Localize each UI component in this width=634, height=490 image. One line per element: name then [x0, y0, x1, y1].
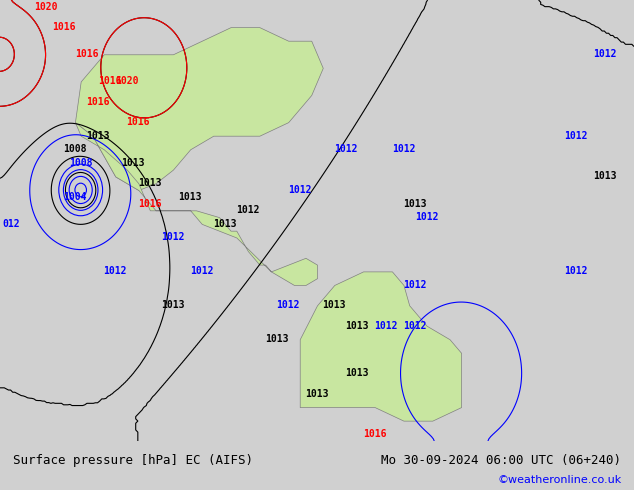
- Text: 1013: 1013: [265, 334, 288, 344]
- Text: 1012: 1012: [334, 144, 358, 154]
- Text: 1004: 1004: [63, 192, 87, 202]
- Text: 1013: 1013: [161, 300, 184, 310]
- Text: 1020: 1020: [34, 2, 58, 12]
- Text: 1012: 1012: [593, 49, 617, 59]
- Text: 1012: 1012: [161, 232, 184, 243]
- Text: 1013: 1013: [138, 178, 162, 188]
- Text: Mo 30-09-2024 06:00 UTC (06+240): Mo 30-09-2024 06:00 UTC (06+240): [381, 454, 621, 467]
- Text: 1012: 1012: [190, 267, 214, 276]
- Text: 1012: 1012: [565, 131, 588, 141]
- Text: 1013: 1013: [323, 300, 346, 310]
- Text: 1013: 1013: [346, 320, 369, 331]
- Text: 1013: 1013: [178, 192, 202, 202]
- Text: 1012: 1012: [392, 144, 415, 154]
- Text: 1013: 1013: [346, 368, 369, 378]
- Text: 1013: 1013: [403, 198, 427, 209]
- Text: 1012: 1012: [276, 300, 300, 310]
- Text: 1012: 1012: [565, 267, 588, 276]
- Text: 1013: 1013: [305, 389, 329, 398]
- Text: 1016: 1016: [363, 429, 386, 439]
- Text: ©weatheronline.co.uk: ©weatheronline.co.uk: [497, 475, 621, 485]
- Text: 1008: 1008: [63, 144, 87, 154]
- Text: 1016: 1016: [138, 198, 162, 209]
- Text: 1016: 1016: [127, 117, 150, 127]
- Text: 012: 012: [3, 219, 20, 229]
- Text: 1013: 1013: [121, 158, 145, 168]
- Text: 1012: 1012: [375, 320, 398, 331]
- Text: 1016: 1016: [86, 97, 110, 107]
- Text: 1012: 1012: [103, 267, 127, 276]
- Text: 1013: 1013: [593, 172, 617, 181]
- Text: 1012: 1012: [415, 212, 438, 222]
- Text: 1013: 1013: [86, 131, 110, 141]
- Text: 1008: 1008: [69, 158, 93, 168]
- Text: 1016: 1016: [75, 49, 98, 59]
- Text: 1012: 1012: [236, 205, 259, 215]
- Text: 1012: 1012: [403, 280, 427, 290]
- Text: Surface pressure [hPa] EC (AIFS): Surface pressure [hPa] EC (AIFS): [13, 454, 253, 467]
- Text: 1016: 1016: [98, 76, 121, 86]
- Text: 1020: 1020: [115, 76, 139, 86]
- Text: 1016: 1016: [51, 22, 75, 32]
- Text: 1012: 1012: [403, 320, 427, 331]
- Text: 1012: 1012: [288, 185, 311, 195]
- Text: 1013: 1013: [213, 219, 236, 229]
